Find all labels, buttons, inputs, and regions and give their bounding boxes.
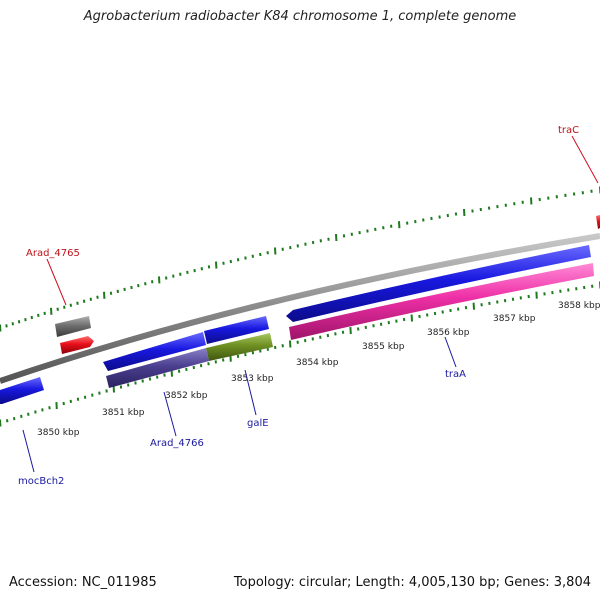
genome-backbone: [0, 233, 600, 384]
genome-summary-text: Topology: circular; Length: 4,005,130 bp…: [233, 575, 591, 590]
tick-label-3852: 3852 kbp: [165, 391, 208, 401]
tick-label-3856: 3856 kbp: [427, 328, 470, 338]
gene-label-arad-4766[interactable]: Arad_4766: [150, 438, 204, 449]
tick-label-3855: 3855 kbp: [362, 342, 405, 352]
accession-text: Accession: NC_011985: [9, 575, 157, 590]
feature-pink-tra[interactable]: [289, 263, 594, 340]
feature-green-gale[interactable]: [206, 333, 273, 361]
callout-arad-4766: [163, 391, 177, 437]
gene-arrow-arad-4765-gray[interactable]: [55, 316, 91, 337]
tick-label-3853: 3853 kbp: [231, 374, 274, 384]
gene-label-arad-4765[interactable]: Arad_4765: [26, 248, 80, 259]
outer-tick-ring: [0, 186, 600, 332]
tick-label-3850: 3850 kbp: [37, 428, 80, 438]
scale-tick-ring: [0, 281, 600, 427]
gene-label-trac[interactable]: traC: [558, 125, 579, 136]
gene-arrow-mocbch2[interactable]: [0, 377, 44, 404]
gene-label-traa[interactable]: traA: [445, 369, 466, 380]
gene-arrow-left-block[interactable]: [103, 332, 206, 371]
gene-label-gale[interactable]: galE: [247, 418, 269, 429]
callout-trac: [571, 135, 599, 184]
feature-purple-arad-4766[interactable]: [106, 348, 209, 388]
callout-mocbch2: [22, 429, 35, 473]
tick-label-3857: 3857 kbp: [493, 314, 536, 324]
callout-gale: [244, 369, 257, 416]
callout-arad-4765: [46, 258, 67, 306]
gene-arrow-trac[interactable]: [596, 215, 600, 229]
gene-label-mocbch2[interactable]: mocBch2: [18, 476, 64, 487]
gene-arrow-arad-4765[interactable]: [60, 336, 94, 354]
gene-arrow-trac-region[interactable]: [286, 245, 591, 322]
page-title: Agrobacterium radiobacter K84 chromosome…: [83, 9, 517, 24]
tick-label-3851: 3851 kbp: [102, 408, 145, 418]
callout-traa: [444, 336, 457, 368]
tick-label-3858: 3858 kbp: [558, 301, 600, 311]
tick-label-3854: 3854 kbp: [296, 358, 339, 368]
scale-labels: 3850 kbp 3851 kbp 3852 kbp 3853 kbp 3854…: [37, 301, 600, 438]
gene-arrow-mid-block[interactable]: [204, 316, 269, 344]
